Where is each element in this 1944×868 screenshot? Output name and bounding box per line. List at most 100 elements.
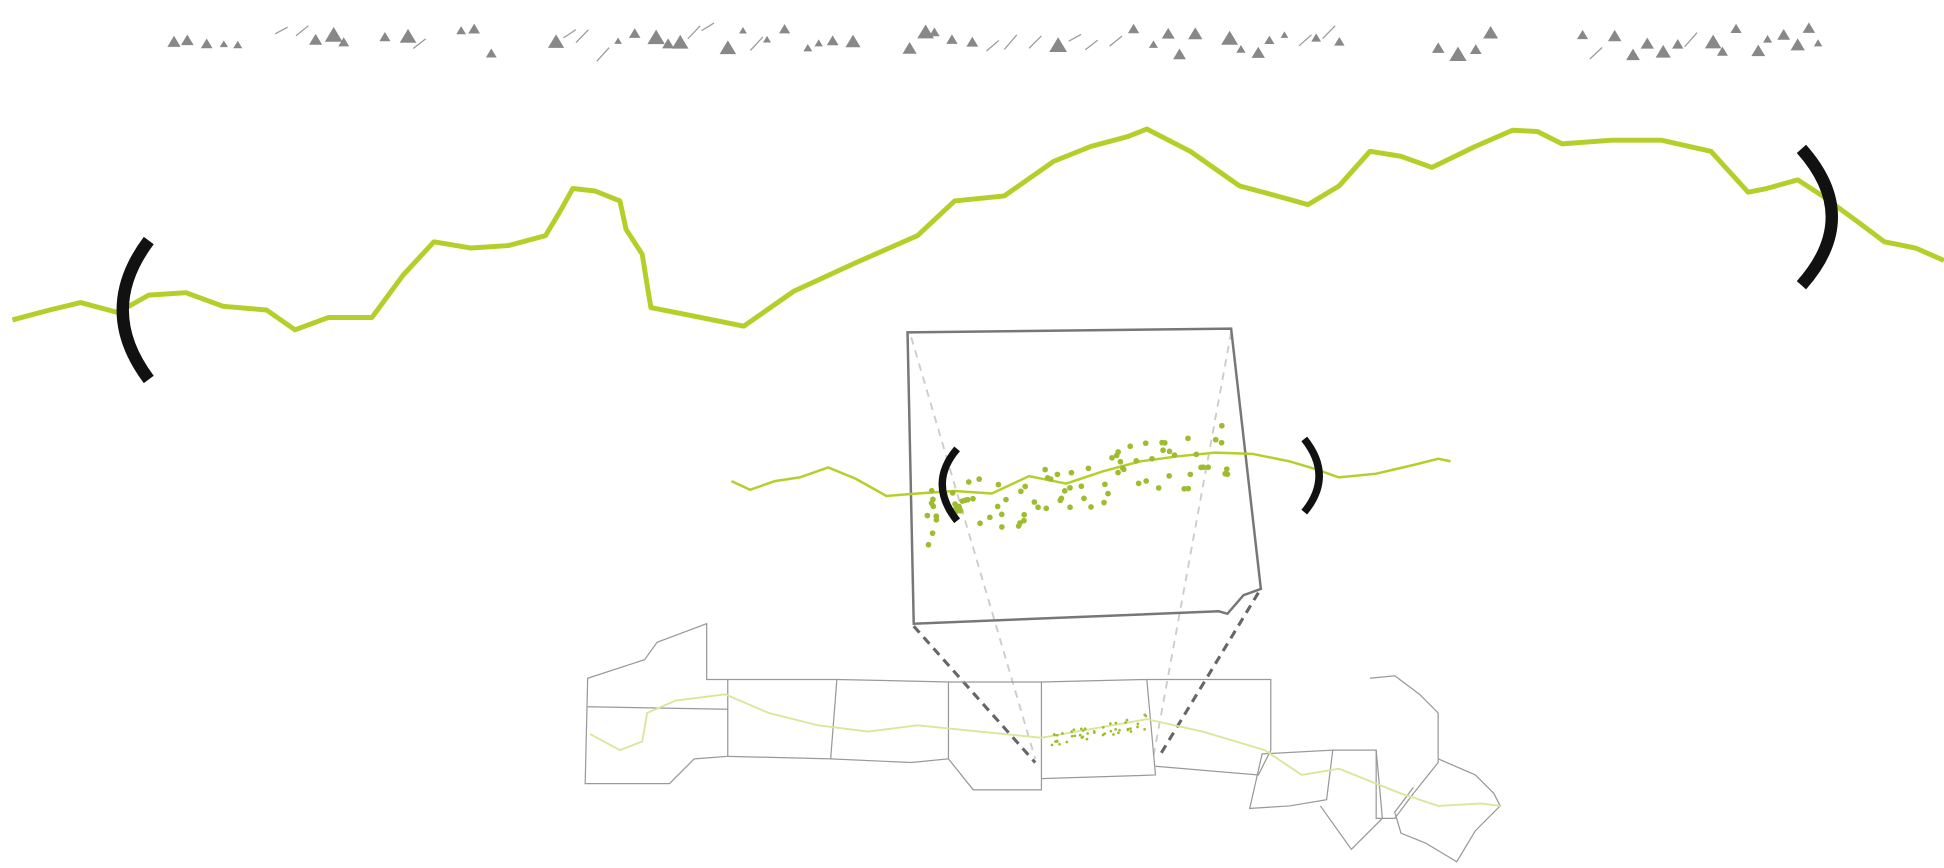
site-dot (929, 530, 936, 537)
county (947, 681, 1043, 791)
site-dot (1166, 448, 1173, 455)
map-dot (1081, 735, 1085, 739)
connector (912, 625, 1037, 764)
map-dot (1058, 742, 1061, 746)
map-site-dots (1050, 713, 1148, 747)
icon (647, 29, 665, 45)
county-outlines (584, 622, 1501, 863)
site-dot (1113, 452, 1120, 459)
icon (1127, 23, 1140, 34)
site-dot (999, 524, 1005, 530)
map-dot (1065, 740, 1069, 744)
map-dot (1136, 722, 1140, 726)
icon (662, 38, 675, 49)
site-dot (1117, 458, 1124, 465)
icon (1431, 42, 1445, 53)
map-dot (1114, 727, 1118, 731)
icon (803, 43, 813, 52)
icon (1236, 45, 1246, 53)
icon (1716, 46, 1728, 56)
icon (628, 28, 641, 38)
icon (1751, 44, 1766, 57)
icon (1068, 33, 1082, 42)
site-dot (1218, 422, 1225, 429)
site-dot (1067, 504, 1073, 511)
site-dot (1022, 483, 1029, 490)
icon (845, 34, 861, 48)
icon-row (167, 22, 1823, 62)
map-route (589, 693, 1501, 807)
map-dot (1112, 733, 1115, 736)
map-dot (1118, 728, 1121, 732)
site-dot (1143, 478, 1150, 484)
site-dot (1218, 439, 1225, 446)
map-dot (1108, 722, 1112, 725)
site-dot (1166, 473, 1172, 479)
icon (1049, 37, 1068, 53)
map-dot (1117, 731, 1120, 735)
map-dot (1101, 725, 1105, 729)
site-dot (1185, 435, 1191, 442)
site-dot (1181, 485, 1188, 492)
site-dot (1133, 458, 1140, 464)
icon (338, 37, 350, 47)
county (1248, 749, 1334, 810)
site-dot (1044, 475, 1051, 481)
icon (826, 35, 839, 46)
site-dot (1135, 480, 1142, 487)
icon (1802, 22, 1816, 33)
map-dot (1126, 728, 1130, 732)
site-dot (1067, 484, 1073, 491)
county (727, 678, 838, 760)
site-dot (964, 496, 971, 503)
site-dot (1127, 443, 1134, 450)
icon (295, 25, 309, 37)
connector (1152, 332, 1233, 759)
site-dot (1109, 454, 1115, 461)
map-dot (1143, 713, 1147, 717)
site-dot (930, 496, 936, 503)
icon (814, 39, 823, 47)
icon (1763, 35, 1773, 43)
site-dot (933, 517, 940, 523)
map-dot (1093, 731, 1096, 735)
site-dot (1054, 471, 1061, 478)
map-dot (1078, 733, 1082, 737)
icon (219, 40, 228, 48)
map-dot (1129, 730, 1133, 733)
connector (910, 337, 1037, 760)
icon (575, 29, 589, 44)
icon (1161, 27, 1175, 39)
site-dot (1003, 496, 1009, 503)
connector (1157, 591, 1260, 758)
icon (1640, 37, 1654, 49)
county (830, 678, 950, 764)
map-dot (1114, 721, 1118, 725)
icon (324, 27, 343, 42)
icon (1322, 25, 1336, 39)
icon (1777, 29, 1791, 40)
icon (1449, 46, 1467, 62)
icon (1028, 35, 1042, 49)
site-dot (1081, 495, 1087, 502)
icon (485, 48, 497, 58)
icon (749, 36, 764, 51)
site-dot (1223, 466, 1230, 472)
inset-route (730, 451, 1451, 498)
icon (1311, 33, 1322, 42)
site-dot (976, 476, 983, 482)
icon (379, 31, 391, 42)
icon (596, 47, 610, 62)
icon (671, 34, 689, 49)
site-dot (1205, 464, 1212, 471)
map-dot (1070, 734, 1074, 738)
county (1319, 749, 1384, 851)
site-dot (1115, 469, 1121, 476)
icon (412, 38, 427, 50)
icon (1607, 29, 1622, 42)
county (1394, 758, 1501, 863)
site-dot (1155, 485, 1162, 491)
site-dot (1078, 483, 1085, 490)
icon (1264, 35, 1275, 44)
site-dot (1061, 488, 1068, 494)
